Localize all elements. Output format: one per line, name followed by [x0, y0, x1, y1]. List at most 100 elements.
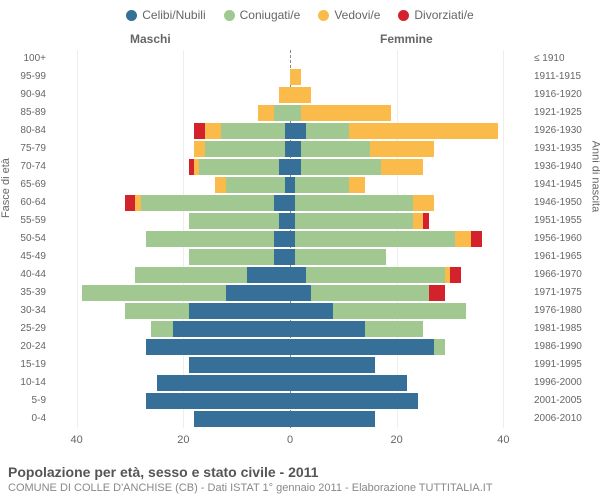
bar-right [290, 411, 530, 427]
bar-right [290, 195, 530, 211]
pyramid-row [50, 104, 530, 122]
legend-label: Coniugati/e [240, 8, 301, 22]
y-label-age: 45-49 [0, 251, 46, 262]
segment [423, 213, 428, 229]
segment [279, 213, 290, 229]
y-label-age: 15-19 [0, 359, 46, 370]
segment [290, 357, 375, 373]
y-label-age: 65-69 [0, 179, 46, 190]
segment [311, 285, 428, 301]
x-tick: 20 [391, 434, 403, 446]
y-label-age: 85-89 [0, 107, 46, 118]
bar-left [50, 141, 290, 157]
legend-item: Celibi/Nubili [126, 8, 205, 22]
segment [381, 159, 424, 175]
legend-dot [224, 10, 235, 21]
x-axis: 402002040 [50, 432, 530, 452]
segment [290, 303, 333, 319]
y-label-age: 80-84 [0, 125, 46, 136]
bar-right [290, 285, 530, 301]
pyramid-row [50, 266, 530, 284]
segment [189, 249, 274, 265]
segment [295, 177, 348, 193]
bar-right [290, 357, 530, 373]
y-label-birth: 1931-1935 [534, 143, 600, 154]
bar-left [50, 195, 290, 211]
y-label-birth: 1921-1925 [534, 107, 600, 118]
bar-left [50, 231, 290, 247]
y-label-birth: 1986-1990 [534, 341, 600, 352]
pyramid-row [50, 122, 530, 140]
y-label-birth: ≤ 1910 [534, 53, 600, 64]
segment [194, 141, 205, 157]
y-label-birth: 1976-1980 [534, 305, 600, 316]
pyramid-row [50, 338, 530, 356]
segment [290, 375, 407, 391]
bar-left [50, 159, 290, 175]
segment [429, 285, 445, 301]
chart-title: Popolazione per età, sesso e stato civil… [8, 464, 592, 482]
y-label-birth: 1946-1950 [534, 197, 600, 208]
segment [189, 303, 290, 319]
segment [290, 105, 301, 121]
bar-right [290, 87, 530, 103]
y-label-age: 0-4 [0, 413, 46, 424]
segment [157, 375, 290, 391]
footer: Popolazione per età, sesso e stato civil… [8, 464, 592, 500]
segment [146, 393, 290, 409]
x-tick: 20 [177, 434, 189, 446]
segment [226, 285, 290, 301]
bar-right [290, 339, 530, 355]
segment [295, 213, 412, 229]
y-label-birth: 2001-2005 [534, 395, 600, 406]
pyramid-row [50, 50, 530, 68]
y-label-birth: 1936-1940 [534, 161, 600, 172]
segment [290, 87, 311, 103]
y-label-birth: 1966-1970 [534, 269, 600, 280]
bar-right [290, 375, 530, 391]
y-label-age: 75-79 [0, 143, 46, 154]
legend-dot [126, 10, 137, 21]
bar-left [50, 411, 290, 427]
segment [141, 195, 274, 211]
segment [205, 141, 285, 157]
segment [194, 123, 205, 139]
segment [215, 177, 226, 193]
segment [295, 195, 412, 211]
pyramid-row [50, 194, 530, 212]
segment [290, 267, 306, 283]
bar-left [50, 87, 290, 103]
bar-right [290, 267, 530, 283]
bar-left [50, 357, 290, 373]
segment [450, 267, 461, 283]
bar-right [290, 51, 530, 67]
legend-dot [318, 10, 329, 21]
bar-right [290, 141, 530, 157]
bar-left [50, 339, 290, 355]
segment [146, 339, 290, 355]
y-label-age: 5-9 [0, 395, 46, 406]
segment [290, 321, 365, 337]
y-label-age: 40-44 [0, 269, 46, 280]
pyramid-row [50, 68, 530, 86]
y-label-age: 55-59 [0, 215, 46, 226]
segment [301, 141, 370, 157]
y-label-birth: 1951-1955 [534, 215, 600, 226]
segment [306, 267, 445, 283]
y-label-birth: 1996-2000 [534, 377, 600, 388]
segment [279, 87, 290, 103]
chart-subtitle: COMUNE DI COLLE D'ANCHISE (CB) - Dati IS… [8, 482, 592, 500]
segment [349, 123, 498, 139]
y-label-age: 70-74 [0, 161, 46, 172]
y-label-birth: 1911-1915 [534, 71, 600, 82]
bar-left [50, 69, 290, 85]
y-label-birth: 1916-1920 [534, 89, 600, 100]
pyramid-row [50, 86, 530, 104]
y-label-birth: 1961-1965 [534, 251, 600, 262]
label-femmine: Femmine [380, 32, 433, 46]
segment [226, 177, 285, 193]
bar-right [290, 303, 530, 319]
segment [349, 177, 365, 193]
pyramid-row [50, 212, 530, 230]
segment [247, 267, 290, 283]
